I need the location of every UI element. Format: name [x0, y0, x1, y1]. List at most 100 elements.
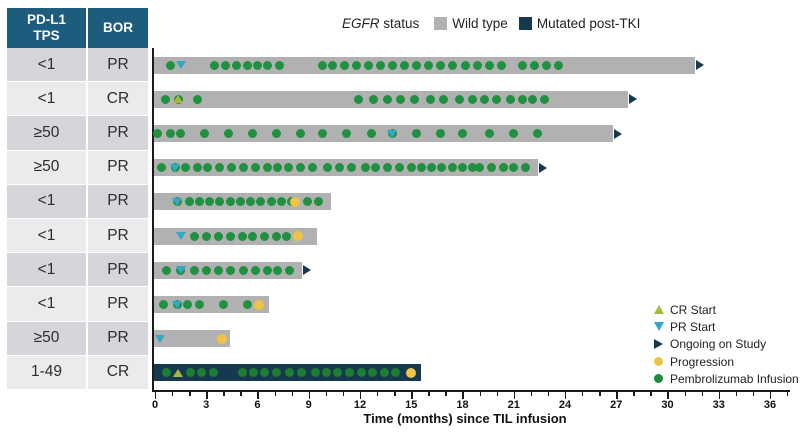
pembrolizumab-infusion-marker — [176, 129, 186, 138]
pr-start-marker — [387, 129, 398, 138]
col-header-pdl1-line1: PD-L1 — [26, 12, 66, 27]
cell-pdl1-tps: <1 — [7, 48, 86, 83]
x-axis-minor-tick — [240, 391, 242, 396]
pembrolizumab-infusion-marker — [382, 163, 392, 173]
tri-up-glyph — [654, 305, 664, 315]
ongoing-on-study-icon — [654, 339, 670, 350]
pembrolizumab-infusion-marker — [367, 129, 377, 138]
marker-legend: CR Start PR Start Ongoing on Study Progress… — [654, 301, 799, 387]
pembrolizumab-infusion-marker — [317, 129, 327, 138]
pembrolizumab-infusion-marker — [201, 231, 211, 241]
pembrolizumab-infusion-marker — [266, 197, 276, 207]
pembrolizumab-infusion-marker — [159, 300, 169, 309]
x-axis-major-tick — [257, 391, 259, 399]
cell-pdl1-tps: 1-49 — [7, 355, 86, 390]
pembrolizumab-infusion-marker — [357, 368, 367, 378]
pembrolizumab-infusion-marker — [276, 197, 286, 207]
pembrolizumab-infusion-marker — [485, 60, 495, 70]
pembrolizumab-infusion-marker — [427, 163, 437, 173]
x-axis-minor-tick — [650, 391, 652, 396]
x-axis-tick-label: 3 — [203, 399, 210, 411]
x-axis-minor-tick — [394, 391, 396, 396]
pembrolizumab-infusion-marker — [345, 368, 355, 378]
x-axis-minor-tick — [599, 391, 601, 396]
x-axis-minor-tick — [787, 391, 789, 396]
circle-glyph — [654, 357, 663, 367]
swimmer-bar — [154, 296, 270, 313]
pr-start-marker — [172, 197, 183, 206]
pembrolizumab-infusion-marker — [225, 197, 235, 207]
y-axis-line — [152, 48, 154, 390]
x-axis-tick-label: 12 — [353, 399, 367, 411]
x-axis-major-tick — [513, 391, 516, 399]
cell-bor: CR — [88, 355, 148, 390]
pembrolizumab-infusion-marker — [487, 163, 497, 173]
pembrolizumab-infusion-marker — [189, 231, 199, 241]
pembrolizumab-infusion-marker — [517, 60, 527, 70]
progression-icon — [654, 357, 670, 367]
pembrolizumab-infusion-marker — [259, 231, 269, 241]
x-axis-minor-tick — [172, 391, 174, 396]
marker-legend-label: Pembrolizumab Infusion — [670, 371, 799, 386]
x-axis-minor-tick — [530, 391, 533, 396]
pembrolizumab-infusion-marker — [220, 60, 230, 70]
pembrolizumab-infusion-marker — [328, 60, 338, 70]
egfr-legend-title: EGFR status — [342, 16, 419, 31]
pembrolizumab-infusion-marker — [454, 94, 464, 104]
pembrolizumab-infusion-marker — [425, 94, 435, 104]
pembrolizumab-infusion-marker — [225, 231, 235, 241]
pembrolizumab-infusion-marker — [314, 197, 324, 207]
pembrolizumab-infusion-marker — [218, 300, 228, 309]
pembrolizumab-infusion-marker — [237, 368, 247, 378]
pembrolizumab-infusion-marker — [263, 265, 273, 275]
pembrolizumab-infusion-marker — [227, 163, 237, 173]
x-axis-major-tick — [206, 391, 208, 399]
x-axis-major-tick — [564, 391, 567, 399]
pembrolizumab-infusion-marker — [447, 60, 457, 70]
x-axis-minor-tick — [428, 391, 430, 396]
pembrolizumab-infusion-marker — [193, 163, 203, 173]
x-axis-tick-label: 36 — [763, 399, 777, 411]
col-header-pdl1-line2: TPS — [33, 28, 60, 43]
pembrolizumab-infusion-marker — [509, 129, 519, 138]
pembrolizumab-infusion-marker — [237, 231, 247, 241]
pembrolizumab-infusion-marker — [369, 94, 379, 104]
marker-legend-label: CR Start — [670, 302, 717, 317]
pembrolizumab-infusion-marker — [498, 163, 508, 173]
pembrolizumab-infusion-marker — [333, 368, 343, 378]
marker-legend-label: Ongoing on Study — [670, 337, 767, 352]
cell-bor: PR — [88, 150, 148, 185]
x-axis-minor-tick — [445, 391, 447, 396]
pembrolizumab-infusion-marker — [189, 265, 199, 275]
pembrolizumab-infusion-marker — [235, 197, 245, 207]
marker-legend-label: Progression — [670, 354, 735, 369]
pembrolizumab-infusion-marker — [157, 163, 167, 173]
cell-bor: PR — [88, 48, 148, 83]
pembrolizumab-infusion-marker — [247, 231, 257, 241]
ongoing-arrow — [302, 265, 311, 276]
pembrolizumab-infusion-marker — [239, 163, 249, 173]
pembrolizumab-infusion-marker — [271, 231, 281, 241]
tri-down-glyph — [654, 322, 664, 332]
pembrolizumab-infusion-marker — [485, 129, 495, 138]
pembrolizumab-infusion-marker — [285, 265, 295, 275]
x-axis-major-tick — [462, 391, 464, 399]
table-row: <1 PR — [7, 48, 148, 83]
pembrolizumab-infusion-marker — [165, 129, 175, 138]
pembrolizumab-infusion-marker — [232, 60, 242, 70]
x-axis-major-tick — [718, 391, 721, 399]
pembrolizumab-infusion-marker — [223, 129, 233, 138]
table-header-row: PD-L1 TPS BOR — [7, 8, 148, 48]
cell-pdl1-tps: ≥50 — [7, 321, 86, 356]
pembrolizumab-infusion-marker — [213, 265, 223, 275]
pembrolizumab-infusion-marker — [273, 265, 283, 275]
progression-marker — [254, 299, 265, 310]
pembrolizumab-infusion-marker — [352, 60, 362, 70]
col-header-bor: BOR — [88, 8, 148, 48]
cell-bor: CR — [88, 82, 148, 117]
pembrolizumab-infusion-marker — [297, 368, 307, 378]
progression-marker — [216, 333, 227, 344]
pembrolizumab-infusion-marker — [273, 163, 283, 173]
pembrolizumab-infusion-marker — [370, 163, 380, 173]
pembrolizumab-infusion-marker — [457, 129, 467, 138]
